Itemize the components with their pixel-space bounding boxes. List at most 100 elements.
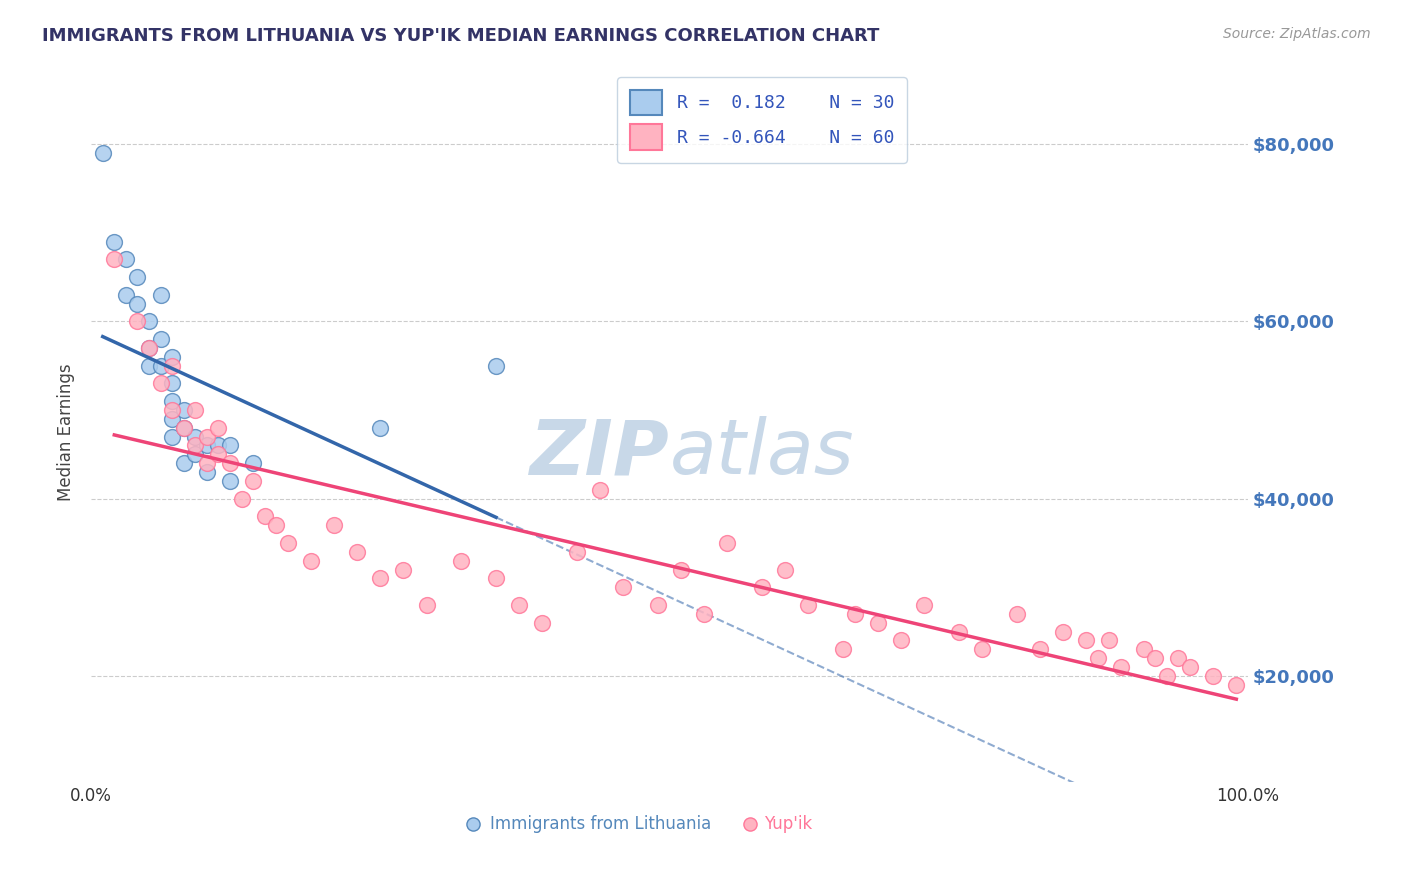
Point (1178, 660, 1201, 674)
Point (1028, 642, 1050, 657)
Point (173, 421, 195, 435)
Point (716, 536, 738, 550)
Point (866, 615, 889, 630)
Point (115, 252, 138, 267)
Point (160, 403, 183, 417)
Point (693, 607, 716, 621)
Point (485, 359, 508, 373)
Point (531, 615, 554, 630)
Point (160, 350, 183, 364)
Point (1167, 651, 1189, 665)
Point (231, 491, 253, 506)
Point (219, 438, 242, 452)
Legend: R =  0.182    N = 30, R = -0.664    N = 60: R = 0.182 N = 30, R = -0.664 N = 60 (617, 78, 907, 162)
Point (207, 421, 229, 435)
Point (91, 146, 114, 161)
Point (612, 580, 634, 594)
Point (160, 376, 183, 391)
Point (508, 598, 530, 612)
Point (299, 554, 322, 568)
Point (392, 562, 415, 576)
Point (173, 456, 195, 470)
Point (184, 403, 207, 417)
Point (173, 403, 195, 417)
Point (195, 456, 218, 470)
Point (1052, 624, 1074, 639)
Point (1098, 633, 1121, 648)
Text: ZIP: ZIP (530, 417, 669, 491)
Point (461, 846, 484, 860)
Point (138, 314, 160, 328)
Point (195, 438, 218, 452)
Point (970, 642, 993, 657)
Text: atlas: atlas (669, 417, 853, 491)
Point (115, 288, 138, 302)
Point (740, 846, 762, 860)
Point (173, 421, 195, 435)
Point (160, 359, 183, 373)
Point (184, 438, 207, 452)
Y-axis label: Median Earnings: Median Earnings (58, 363, 75, 501)
Text: Yup'ik: Yup'ik (765, 815, 813, 833)
Point (912, 598, 935, 612)
Point (138, 341, 160, 355)
Point (264, 518, 287, 533)
Point (751, 580, 773, 594)
Point (160, 429, 183, 443)
Point (485, 571, 508, 585)
Text: IMMIGRANTS FROM LITHUANIA VS YUP'IK MEDIAN EARNINGS CORRELATION CHART: IMMIGRANTS FROM LITHUANIA VS YUP'IK MEDI… (42, 27, 880, 45)
Point (160, 394, 183, 409)
Point (149, 288, 172, 302)
Point (370, 571, 392, 585)
Point (1109, 660, 1132, 674)
Point (844, 607, 866, 621)
Point (242, 456, 264, 470)
Point (589, 483, 612, 497)
Point (149, 359, 172, 373)
Point (184, 429, 207, 443)
Point (832, 642, 855, 657)
Point (773, 562, 796, 576)
Point (370, 421, 392, 435)
Point (127, 270, 149, 285)
Point (1202, 669, 1225, 683)
Point (160, 412, 183, 426)
Point (797, 598, 820, 612)
Point (127, 296, 149, 310)
Point (1074, 633, 1097, 648)
Point (138, 341, 160, 355)
Point (1144, 651, 1167, 665)
Point (207, 438, 229, 452)
Point (138, 359, 160, 373)
Point (890, 633, 912, 648)
Text: Source: ZipAtlas.com: Source: ZipAtlas.com (1223, 27, 1371, 41)
Point (346, 545, 368, 559)
Point (323, 518, 346, 533)
Point (948, 624, 970, 639)
Point (277, 536, 299, 550)
Point (1133, 642, 1156, 657)
Point (242, 474, 264, 488)
Point (219, 456, 242, 470)
Point (149, 332, 172, 346)
Point (103, 235, 125, 249)
Point (184, 447, 207, 461)
Point (415, 598, 437, 612)
Point (450, 554, 472, 568)
Point (1156, 669, 1178, 683)
Text: Immigrants from Lithuania: Immigrants from Lithuania (491, 815, 711, 833)
Point (253, 509, 276, 524)
Point (195, 465, 218, 479)
Point (207, 447, 229, 461)
Point (103, 252, 125, 267)
Point (149, 376, 172, 391)
Point (195, 429, 218, 443)
Point (647, 598, 669, 612)
Point (1087, 651, 1109, 665)
Point (1225, 678, 1247, 692)
Point (127, 314, 149, 328)
Point (219, 474, 242, 488)
Point (669, 562, 692, 576)
Point (565, 545, 588, 559)
Point (1005, 607, 1028, 621)
